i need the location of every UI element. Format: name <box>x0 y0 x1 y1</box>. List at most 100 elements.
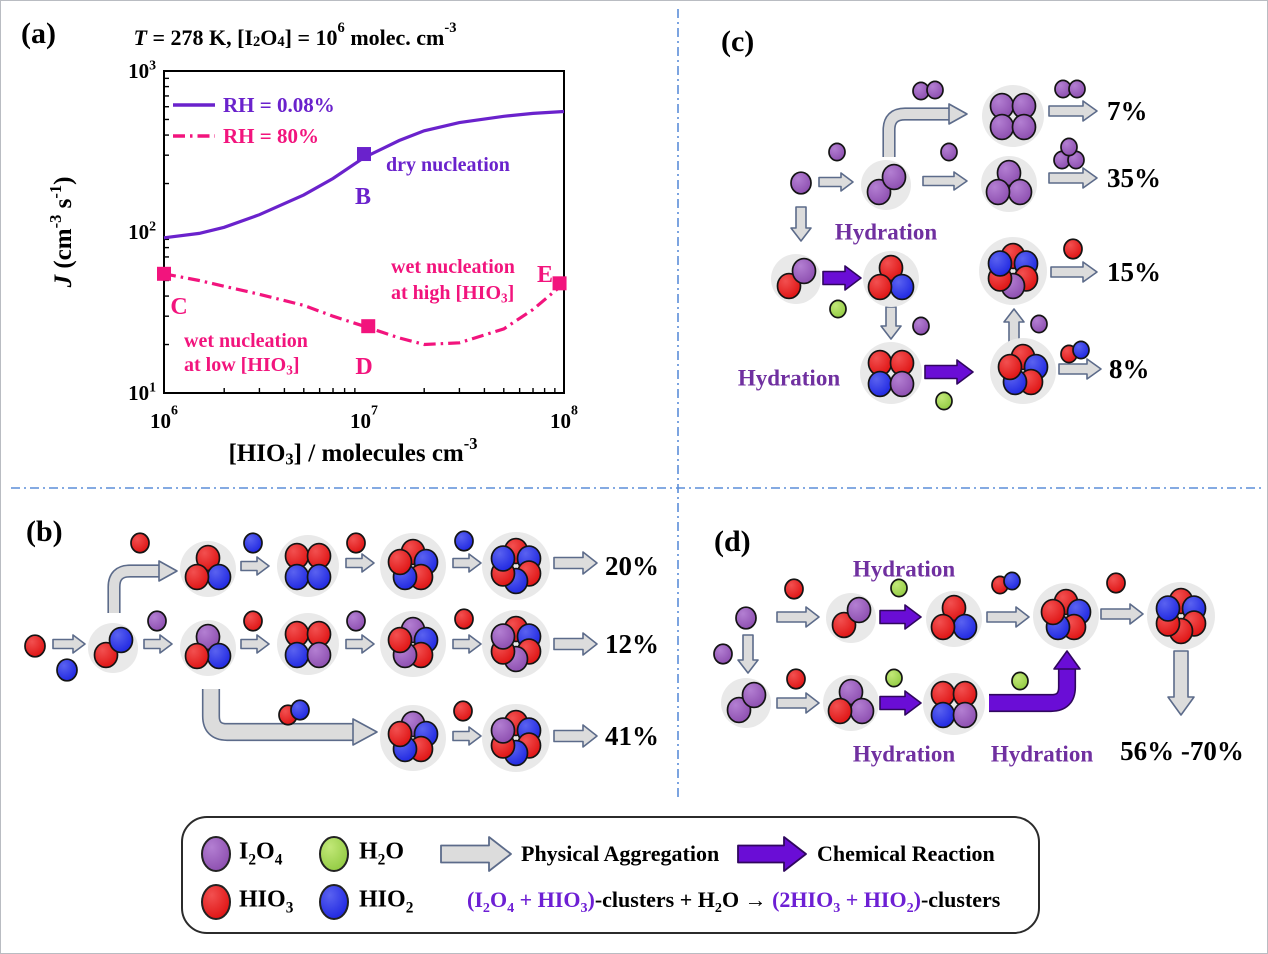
i2o4-molecule <box>989 113 1015 141</box>
i2o4-molecule <box>828 142 846 162</box>
hio3-molecule <box>387 548 413 576</box>
i2o4-molecule <box>889 370 915 398</box>
molecular-cluster <box>380 611 446 677</box>
physical-aggregation-arrow <box>776 606 820 628</box>
hio3-molecule <box>786 668 806 690</box>
physical-aggregation-arrow <box>240 634 270 654</box>
molecular-cluster <box>826 593 876 643</box>
h2o-molecule <box>885 668 903 688</box>
marker-point-e <box>552 276 567 291</box>
physical-aggregation-arrow <box>1048 167 1098 189</box>
hio3-molecule <box>24 634 46 658</box>
i2o4-molecule <box>1030 314 1048 334</box>
hio3-molecule <box>997 353 1023 381</box>
molecular-cluster <box>926 591 982 647</box>
y-tick-label: 101 <box>128 380 156 405</box>
marker-point-d <box>361 319 376 334</box>
i2o4-molecule <box>985 178 1011 206</box>
molecular-cluster <box>990 338 1056 404</box>
hio3-molecule <box>453 700 473 722</box>
panel-a-label: (a) <box>21 17 56 50</box>
yield-label: 12% <box>605 629 659 659</box>
y-axis-label: J (cm-3 s-1) <box>46 177 77 289</box>
i2o4-molecule <box>1068 79 1086 99</box>
physical-aggregation-arrow <box>1058 358 1102 380</box>
hydration-label: Hydration <box>835 220 937 245</box>
physical-aggregation-arrow <box>553 551 598 575</box>
y-tick-label: 102 <box>128 219 156 244</box>
hio3-molecule <box>184 642 210 670</box>
i2o4-molecule <box>713 643 733 665</box>
x-tick-label: 108 <box>550 402 578 433</box>
x-tick-label: 106 <box>150 402 178 433</box>
panel-d-diagram: Hydration Hydration Hydration 56% -70% <box>713 557 1244 767</box>
molecular-cluster <box>982 85 1044 147</box>
hydration-label: Hydration <box>738 366 840 391</box>
i2o4-molecule <box>147 610 167 632</box>
physical-aggregation-arrow <box>52 634 86 654</box>
panel-c-label: (c) <box>721 25 755 58</box>
hio3-legend-swatch <box>201 884 231 920</box>
hio2-molecule <box>867 370 893 398</box>
plot-frame <box>163 70 565 394</box>
physical-aggregation-arrow <box>345 634 375 654</box>
yield-label: 20% <box>605 551 659 581</box>
panel-b-diagram: 20% 12% 41% <box>24 530 659 772</box>
hio2-molecule <box>1072 340 1090 360</box>
hio2-molecule <box>889 273 915 301</box>
i2o4-molecule <box>1007 178 1033 206</box>
molecular-cluster <box>823 675 879 731</box>
hio2-legend-swatch <box>319 884 349 920</box>
hio3-molecule <box>454 608 474 630</box>
i2o4-legend-swatch <box>201 836 231 872</box>
x-axis-label: [HIO3] / molecules cm-3 <box>228 434 477 469</box>
i2o4-molecule <box>791 257 817 285</box>
physical-aggregation-arrow <box>1003 308 1025 344</box>
molecular-cluster <box>380 705 446 771</box>
i2o4-molecule <box>490 623 516 650</box>
hio2-molecule <box>1003 571 1021 591</box>
hio2-molecule <box>1155 595 1181 622</box>
i2o4-molecule <box>940 142 958 162</box>
i2o4-molecule <box>741 681 767 709</box>
molecular-cluster <box>979 237 1047 305</box>
molecular-cluster <box>1033 583 1099 649</box>
physical-aggregation-elbow-arrow <box>107 560 178 613</box>
marker-label-e: E <box>537 262 553 288</box>
chemical-reaction-arrow <box>879 690 922 716</box>
i2o4-molecule <box>195 623 221 651</box>
hio3-molecule <box>827 697 853 725</box>
i2o4-molecule <box>735 606 757 630</box>
molecular-cluster <box>771 254 821 304</box>
physical-aggregation-arrow <box>553 724 598 748</box>
dry-nucleation-label: dry nucleation <box>386 154 510 176</box>
molecular-cluster <box>180 620 236 676</box>
hio2-molecule <box>206 642 232 670</box>
molecular-cluster <box>380 533 446 599</box>
h2o-molecule <box>935 391 953 411</box>
physical-aggregation-arrow-sample <box>440 836 512 872</box>
i2o4-molecule <box>996 159 1022 187</box>
yield-label: 15% <box>1107 257 1161 287</box>
hydration-label: Hydration <box>853 557 955 582</box>
hio2-molecule <box>987 250 1013 277</box>
molecular-cluster <box>923 673 985 735</box>
hio3-molecule <box>387 626 413 654</box>
panel-b-label: (b) <box>26 515 63 548</box>
physical-aggregation-arrow <box>1048 100 1098 122</box>
hio2-molecule <box>290 699 310 721</box>
panel-d-label: (d) <box>714 525 751 558</box>
chemical-reaction-arrow-sample <box>737 836 807 872</box>
molecular-cluster <box>981 156 1037 212</box>
hio3-molecule <box>1106 572 1126 594</box>
marker-point-b <box>357 147 371 162</box>
legend-box: I2O4 H2O HIO3 HIO2 Physical Aggregation Chemi… <box>181 816 1040 934</box>
i2o4-molecule <box>346 610 366 632</box>
hio3-molecule <box>867 273 893 301</box>
i2o4-molecule <box>1060 137 1078 157</box>
hio3-molecule <box>184 563 210 591</box>
yield-label: 7% <box>1107 96 1148 126</box>
i2o4-molecule <box>790 171 812 195</box>
i2o4-molecule <box>838 678 864 706</box>
